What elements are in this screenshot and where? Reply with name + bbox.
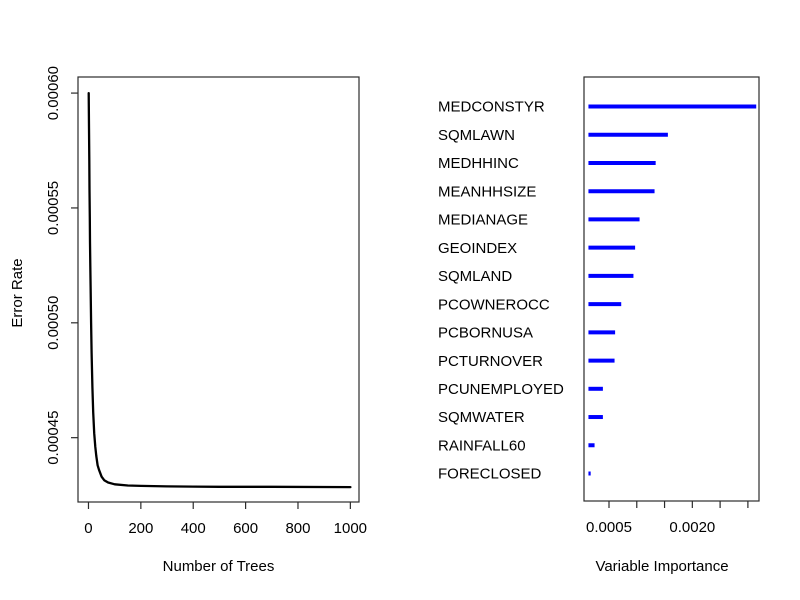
x-tick-label: 1000 [334,520,367,537]
x-axis-title-right: Variable Importance [595,558,728,575]
error-rate-chart: 0 200 400 600 800 1000 0.00045 0.00050 0.00055 0.… [9,66,367,575]
y-tick-label: 0.00045 [45,411,62,465]
error-rate-axes: 0 200 400 600 800 1000 0.00045 0.00050 0.00055 0.… [45,66,367,537]
y-tick-label: 0.00060 [45,66,62,120]
variable-label: PCTURNOVER [438,353,543,370]
error-rate-plot-border [77,76,360,503]
importance-plot-border [583,76,760,502]
variable-label: GEOINDEX [438,240,517,257]
x-tick-label: 0.0020 [669,519,715,536]
error-rate-series [87,91,352,489]
x-tick-label: 400 [181,520,206,537]
variable-label: SQMWATER [438,409,525,426]
variable-label: RAINFALL60 [438,437,526,454]
variable-label: PCBORNUSA [438,325,533,342]
x-tick-label: 200 [128,520,153,537]
variable-label: PCOWNEROCC [438,296,550,313]
variable-label: SQMLAWN [438,127,515,144]
variable-label: MEDHHINC [438,155,519,172]
importance-axes: 0.0005 0.0020 [586,501,749,536]
y-tick-label: 0.00050 [45,296,62,350]
y-axis-title-left: Error Rate [9,258,26,327]
variable-label: MEDIANAGE [438,212,528,229]
importance-bars [588,104,757,476]
importance-variable-labels: MEDCONSTYR SQMLAWN MEDHHINC MEANHHSIZE MEDIA… [438,99,564,483]
variable-label: PCUNEMPLOYED [438,381,564,398]
x-tick-label: 0 [84,520,92,537]
variable-label: MEANHHSIZE [438,183,536,200]
x-tick-label: 800 [285,520,310,537]
x-tick-label: 0.0005 [586,519,632,536]
y-tick-label: 0.00055 [45,181,62,235]
variable-label: SQMLAND [438,268,512,285]
error-rate-curve [87,91,352,489]
x-tick-label: 600 [233,520,258,537]
variable-label: FORECLOSED [438,466,542,483]
x-axis-title-left: Number of Trees [163,558,275,575]
variable-importance-chart: 0.0005 0.0020 MEDCONSTYRSQMLAWNMEDHHINCME… [438,76,760,575]
variable-label: MEDCONSTYR [438,99,545,116]
